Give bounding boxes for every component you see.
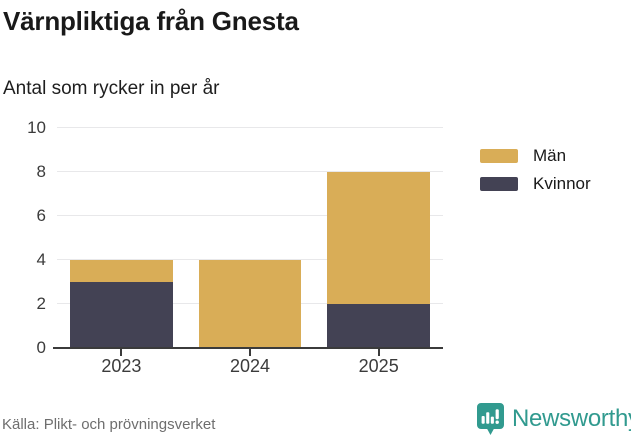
x-label-2025: 2025 [358, 356, 399, 376]
bar-segment-m-n-2023 [69, 260, 173, 282]
y-tick-label-10: 10 [27, 118, 46, 137]
legend-swatch-kvinnor [480, 177, 518, 191]
legend: Män Kvinnor [480, 146, 591, 203]
chart-title: Värnpliktiga från Gnesta [3, 6, 299, 36]
bar-segment-kvinnor-2023 [69, 282, 173, 348]
legend-item-m-n: Män [480, 146, 591, 165]
y-axis: 0 2 4 6 8 10 [0, 118, 46, 357]
legend-swatch-m-n [480, 149, 518, 163]
x-axis-line [53, 347, 443, 349]
newsworthy-pin-barchart-icon [477, 403, 504, 435]
bar-stack-2024 [198, 260, 302, 348]
y-tick-label-6: 6 [36, 206, 46, 225]
bar-stack-2025 [327, 172, 431, 348]
y-tick-label-2: 2 [36, 294, 46, 313]
brand-logo: Newsworthy [477, 403, 631, 435]
bar-group-2023 [57, 128, 186, 356]
x-label-2024: 2024 [229, 356, 271, 376]
legend-label-m-n: Män [533, 146, 567, 165]
x-tick-2025 [377, 349, 380, 356]
x-tick-2023 [120, 349, 123, 356]
bar-group-2024 [186, 128, 315, 356]
legend-label-kvinnor: Kvinnor [533, 174, 591, 193]
bar-segment-m-n-2024 [198, 260, 302, 348]
gridline-4 [57, 259, 443, 260]
gridline-10 [57, 127, 443, 128]
y-tick-label-4: 4 [36, 250, 46, 269]
x-axis-labels: 2023 2024 2025 [57, 356, 443, 377]
y-tick-label-8: 8 [36, 162, 46, 181]
gridline-8 [57, 171, 443, 172]
bars-row [57, 128, 443, 356]
x-tick-2024 [249, 349, 251, 356]
bar-stack-2023 [69, 260, 173, 348]
source-note: Källa: Plikt- och prövningsverket [2, 416, 216, 433]
bar-group-2025 [314, 128, 443, 356]
bar-segment-m-n-2025 [327, 172, 431, 304]
x-label-2023: 2023 [101, 356, 142, 376]
plot-area [57, 127, 443, 356]
brand-name: Newsworthy [512, 405, 631, 432]
chart-subtitle: Antal som rycker in per år [3, 78, 220, 99]
legend-item-kvinnor: Kvinnor [480, 174, 591, 193]
bar-segment-kvinnor-2025 [327, 304, 431, 348]
y-tick-label-0: 0 [36, 338, 46, 357]
gridline-6 [57, 215, 443, 216]
